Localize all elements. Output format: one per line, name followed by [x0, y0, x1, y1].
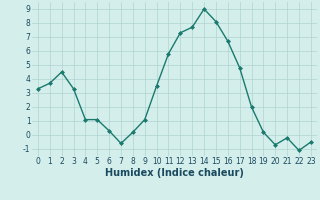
X-axis label: Humidex (Indice chaleur): Humidex (Indice chaleur) — [105, 168, 244, 178]
